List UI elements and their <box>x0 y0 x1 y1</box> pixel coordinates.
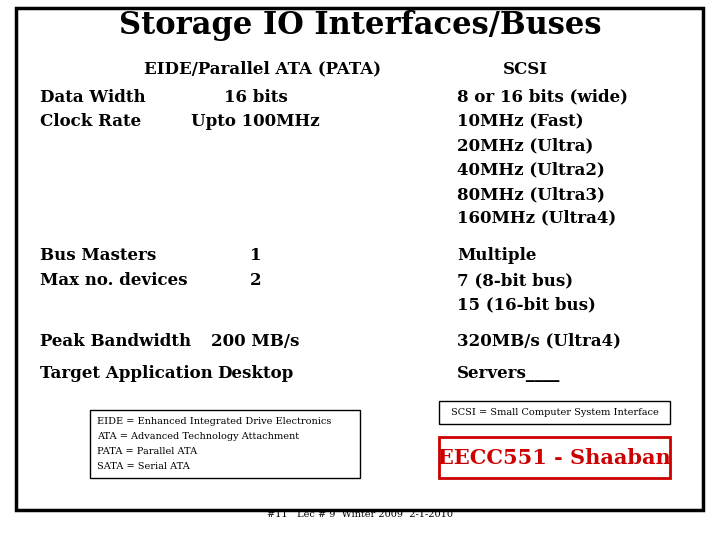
Text: Peak Bandwidth: Peak Bandwidth <box>40 333 191 350</box>
Text: Clock Rate: Clock Rate <box>40 113 140 130</box>
Text: SCSI: SCSI <box>503 60 548 78</box>
Text: 80MHz (Ultra3): 80MHz (Ultra3) <box>457 186 606 203</box>
Text: EIDE/Parallel ATA (PATA): EIDE/Parallel ATA (PATA) <box>144 60 382 78</box>
Text: Desktop: Desktop <box>217 365 294 382</box>
Text: Data Width: Data Width <box>40 89 145 106</box>
Text: 8 or 16 bits (wide): 8 or 16 bits (wide) <box>457 89 628 106</box>
Text: Upto 100MHz: Upto 100MHz <box>192 113 320 130</box>
FancyBboxPatch shape <box>439 401 670 424</box>
Text: Max no. devices: Max no. devices <box>40 272 187 289</box>
Text: 10MHz (Fast): 10MHz (Fast) <box>457 113 584 130</box>
Text: 200 MB/s: 200 MB/s <box>212 333 300 350</box>
Text: SCSI = Small Computer System Interface: SCSI = Small Computer System Interface <box>451 408 658 417</box>
Text: 40MHz (Ultra2): 40MHz (Ultra2) <box>457 161 605 179</box>
FancyBboxPatch shape <box>439 437 670 478</box>
Text: 160MHz (Ultra4): 160MHz (Ultra4) <box>457 209 616 226</box>
Text: Target Application: Target Application <box>40 365 212 382</box>
Text: 320MB/s (Ultra4): 320MB/s (Ultra4) <box>457 333 621 350</box>
Text: SATA = Serial ATA: SATA = Serial ATA <box>97 462 190 471</box>
Text: 7 (8-bit bus): 7 (8-bit bus) <box>457 272 573 289</box>
FancyBboxPatch shape <box>16 8 703 510</box>
Text: ATA = Advanced Technology Attachment: ATA = Advanced Technology Attachment <box>97 432 300 441</box>
Text: Bus Masters: Bus Masters <box>40 247 156 264</box>
Text: 20MHz (Ultra): 20MHz (Ultra) <box>457 137 593 154</box>
Text: 1: 1 <box>250 247 261 264</box>
Text: EECC551 - Shaaban: EECC551 - Shaaban <box>438 448 671 468</box>
Text: PATA = Parallel ATA: PATA = Parallel ATA <box>97 447 197 456</box>
Text: 2: 2 <box>250 272 261 289</box>
Text: Servers____: Servers____ <box>457 365 561 382</box>
Text: Multiple: Multiple <box>457 247 536 264</box>
Text: #11   Lec # 9  Winter 2009  2-1-2010: #11 Lec # 9 Winter 2009 2-1-2010 <box>267 510 453 518</box>
Text: Storage IO Interfaces/Buses: Storage IO Interfaces/Buses <box>119 10 601 42</box>
FancyBboxPatch shape <box>90 410 360 478</box>
Text: EIDE = Enhanced Integrated Drive Electronics: EIDE = Enhanced Integrated Drive Electro… <box>97 417 332 426</box>
Text: 16 bits: 16 bits <box>224 89 287 106</box>
Text: 15 (16-bit bus): 15 (16-bit bus) <box>457 296 596 314</box>
